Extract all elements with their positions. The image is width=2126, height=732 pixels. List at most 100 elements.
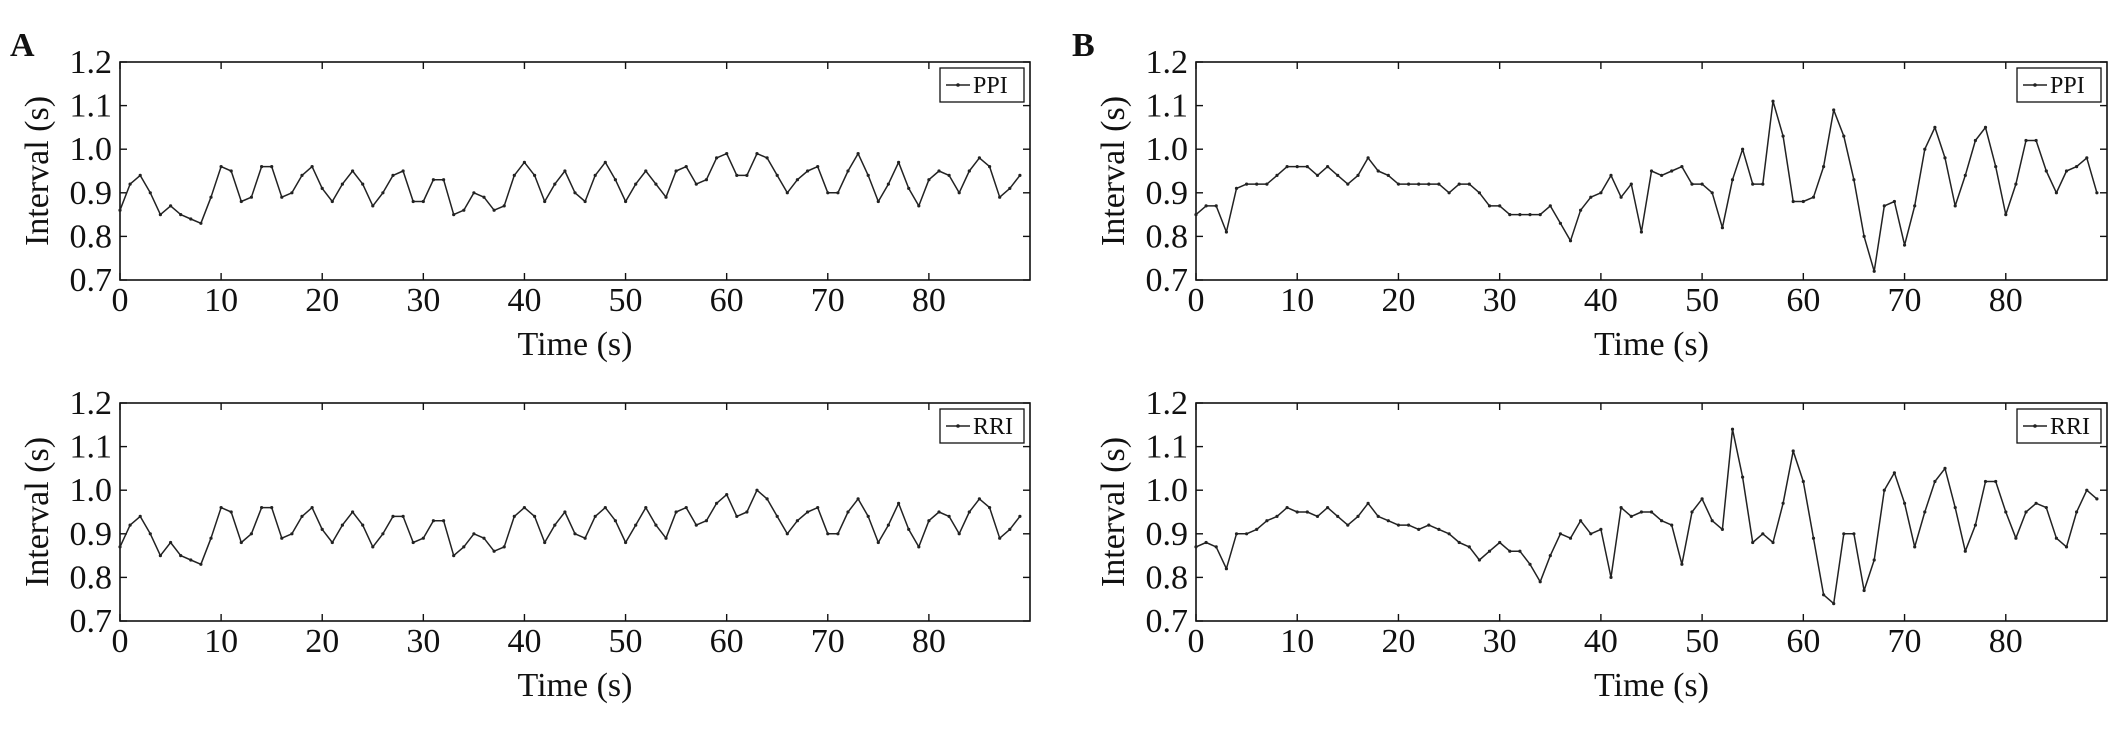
data-point	[1741, 147, 1745, 151]
data-point	[2064, 545, 2069, 549]
data-point	[1508, 213, 1512, 217]
data-point	[1396, 523, 1400, 527]
data-point	[533, 173, 537, 177]
data-point	[1224, 567, 1228, 571]
x-tick-label: 80	[912, 282, 946, 319]
data-point	[533, 514, 537, 519]
data-point	[128, 182, 132, 186]
data-point	[634, 182, 638, 186]
data-point	[593, 514, 597, 519]
data-point	[1558, 532, 1562, 536]
data-point	[260, 506, 264, 510]
data-point	[573, 191, 577, 195]
data-point	[199, 562, 203, 566]
data-point	[998, 195, 1002, 199]
data-point	[1356, 173, 1360, 177]
data-point	[1801, 199, 1805, 204]
x-tick-label: 20	[1381, 623, 1415, 660]
data-point	[704, 178, 709, 182]
data-point	[1609, 575, 1613, 580]
y-tick-label: 1.2	[1146, 44, 1189, 81]
data-point	[1963, 173, 1967, 177]
data-point	[1224, 230, 1228, 234]
y-tick-label: 1.1	[70, 429, 113, 466]
data-point	[1528, 562, 1532, 566]
data-point	[1811, 536, 1816, 540]
plot-frame	[1195, 61, 2108, 281]
data-point	[229, 169, 233, 173]
x-tick-label: 70	[811, 282, 845, 319]
data-point	[1872, 269, 1876, 273]
plot-frame	[119, 61, 1031, 281]
data-point	[1568, 239, 1573, 243]
data-point	[1417, 182, 1421, 186]
data-point	[998, 536, 1002, 540]
data-point	[1579, 519, 1583, 523]
x-tick-label: 70	[1888, 282, 1922, 319]
y-tick-label: 0.9	[70, 175, 113, 212]
data-point	[2024, 510, 2028, 514]
y-tick-label: 0.9	[1146, 175, 1189, 212]
data-point	[1204, 204, 1208, 208]
data-point	[886, 523, 891, 527]
data-point	[189, 558, 193, 562]
y-tick-label: 0.8	[1146, 218, 1189, 255]
x-tick-label: 30	[406, 282, 440, 319]
data-point	[1326, 165, 1330, 169]
data-point	[1315, 173, 1320, 177]
x-tick-label: 0	[1188, 282, 1205, 319]
x-tick-label: 80	[912, 623, 946, 660]
data-point	[2034, 501, 2038, 505]
data-point	[2054, 536, 2058, 540]
x-tick-label: 30	[1483, 282, 1517, 319]
legend-label: PPI	[2050, 73, 2085, 99]
data-point	[664, 195, 668, 199]
data-point	[1599, 527, 1603, 532]
data-point	[270, 165, 274, 169]
data-point	[1579, 208, 1583, 212]
data-point	[1781, 134, 1785, 138]
y-tick-label: 1.2	[70, 44, 113, 81]
data-point	[583, 199, 587, 204]
y-tick-label: 0.7	[70, 262, 113, 299]
data-point	[2095, 497, 2099, 501]
data-point	[1639, 230, 1643, 234]
data-point	[1619, 506, 1623, 510]
data-point	[502, 545, 506, 549]
data-point	[320, 186, 324, 190]
data-point	[442, 519, 446, 523]
x-tick-label: 50	[609, 623, 643, 660]
data-point	[937, 169, 941, 173]
data-point	[1376, 514, 1380, 519]
x-tick-label: 30	[1483, 623, 1517, 660]
data-point	[1234, 532, 1239, 536]
data-point	[1832, 602, 1836, 606]
plots: 0.7 0.8 0.9 1.0 1.1 1.2 0 10 20 30 40 50 60 70 80 Time …	[19, 44, 2108, 704]
data-point	[482, 536, 486, 540]
data-point	[249, 532, 253, 536]
x-axis-label: Time (s)	[518, 326, 633, 363]
series-line-ppi	[1195, 100, 2098, 273]
y-axis-label: Interval (s)	[19, 437, 56, 587]
data-point	[1649, 169, 1654, 173]
data-point	[836, 532, 840, 536]
data-point	[735, 514, 739, 519]
data-point	[138, 514, 142, 519]
data-point	[957, 191, 961, 195]
data-point	[1538, 580, 1542, 584]
data-point	[1558, 221, 1562, 225]
data-point	[826, 191, 830, 195]
x-tick-label: 50	[1685, 282, 1719, 319]
data-point	[1295, 510, 1299, 514]
data-point	[522, 160, 527, 164]
x-tick-label: 40	[1584, 623, 1618, 660]
data-point	[1396, 182, 1400, 186]
data-point	[977, 497, 982, 501]
legend-label: RRI	[973, 414, 1013, 440]
data-point	[1366, 501, 1370, 505]
legend-marker	[2033, 424, 2037, 428]
y-tick-label: 1.0	[1146, 131, 1189, 168]
data-point	[1275, 173, 1279, 177]
data-point	[1670, 169, 1674, 173]
data-point	[613, 178, 618, 182]
